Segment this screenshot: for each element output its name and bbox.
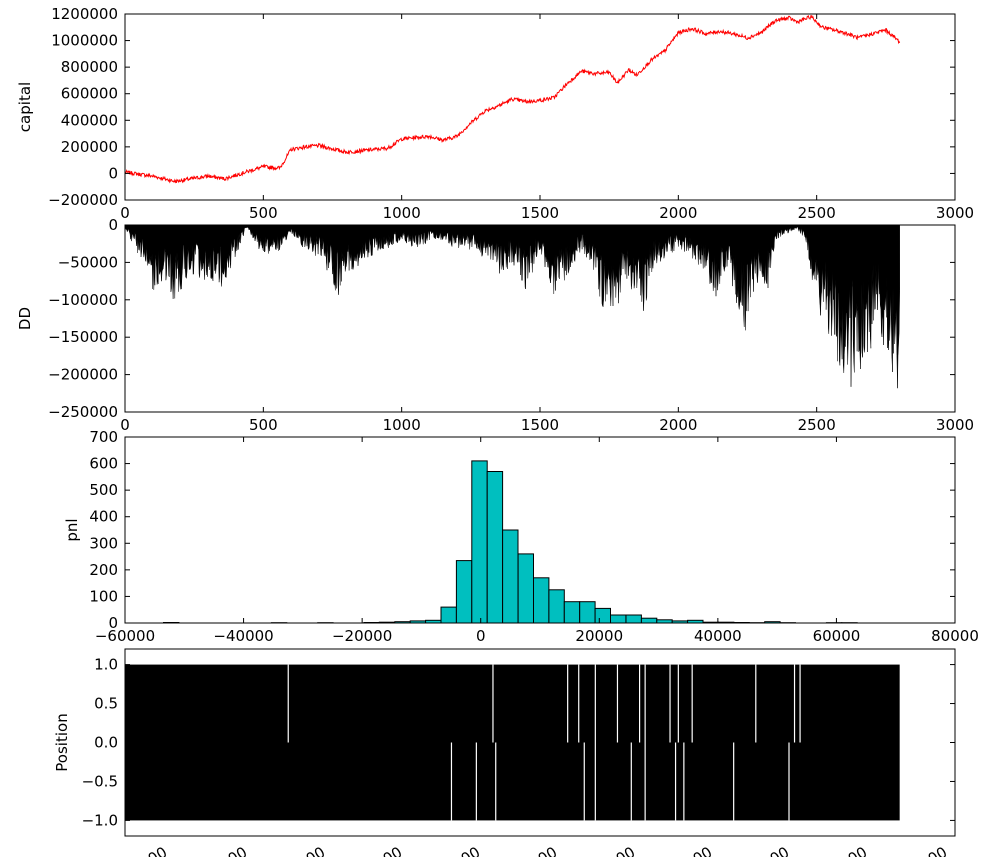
drawdown-xtick-label: 1000 bbox=[383, 416, 421, 434]
pnl-xtick-label: 20000 bbox=[575, 627, 623, 645]
pnl-xtick-label: −60000 bbox=[95, 627, 155, 645]
capital-xtick-label: 3000 bbox=[936, 204, 974, 222]
position-xtick-label: 00 bbox=[225, 843, 251, 857]
position-xtick-label: 00 bbox=[690, 843, 716, 857]
pnl-bar bbox=[455, 560, 473, 624]
pnl-bar bbox=[610, 614, 627, 624]
capital-xtick-label: 1000 bbox=[383, 204, 421, 222]
pnl-ytick-label: 600 bbox=[89, 455, 118, 473]
position-chart: 1.0 0.5 0.0 −0.5 −1.0 00 00 00 00 00 00 00 00 00 00 00 P… bbox=[53, 648, 956, 857]
pnl-ytick-label: 300 bbox=[89, 534, 118, 552]
capital-xtick-label: 500 bbox=[249, 204, 278, 222]
pnl-bar bbox=[440, 606, 457, 624]
drawdown-ytick-label: −150000 bbox=[48, 328, 118, 346]
drawdown-ytick-label: −200000 bbox=[48, 366, 118, 384]
drawdown-ytick-label: 0 bbox=[108, 216, 118, 234]
capital-xtick-label: 2000 bbox=[659, 204, 697, 222]
position-xtick-label: 00 bbox=[380, 843, 406, 857]
pnl-xtick-label: −20000 bbox=[332, 627, 392, 645]
drawdown-xtick-label: 2000 bbox=[659, 416, 697, 434]
pnl-bar bbox=[548, 589, 565, 624]
pnl-bar bbox=[625, 614, 642, 624]
pnl-xtick-label: 0 bbox=[476, 627, 486, 645]
pnl-xtick-label: 80000 bbox=[931, 627, 979, 645]
position-ytick-label: 0.5 bbox=[94, 695, 118, 713]
position-xtick-label: 00 bbox=[613, 843, 639, 857]
position-ytick-label: 0.0 bbox=[94, 734, 118, 752]
pnl-bar bbox=[640, 617, 658, 624]
pnl-bar bbox=[486, 471, 504, 624]
capital-ytick-label: 600000 bbox=[61, 85, 118, 103]
drawdown-xtick-label: 1500 bbox=[521, 416, 559, 434]
pnl-bar bbox=[594, 607, 611, 624]
pnl-bar bbox=[563, 601, 581, 624]
pnl-bar bbox=[471, 460, 488, 624]
drawdown-area bbox=[124, 224, 900, 389]
pnl-xtick-label: 60000 bbox=[813, 627, 861, 645]
capital-ytick-label: 1000000 bbox=[51, 32, 118, 50]
pnl-bar bbox=[502, 529, 519, 624]
drawdown-xtick-label: 3000 bbox=[936, 416, 974, 434]
pnl-ytick-label: 100 bbox=[89, 587, 118, 605]
pnl-bar bbox=[579, 601, 596, 624]
position-ytick-label: 1.0 bbox=[94, 656, 118, 674]
pnl-xtick-label: 40000 bbox=[694, 627, 742, 645]
drawdown-ylabel: DD bbox=[16, 307, 34, 330]
pnl-ytick-label: 500 bbox=[89, 481, 118, 499]
capital-xtick-label: 2500 bbox=[798, 204, 836, 222]
capital-chart: 120000010000008000006000004000002000000−… bbox=[16, 5, 974, 222]
pnl-ytick-label: 700 bbox=[89, 428, 118, 446]
pnl-bar bbox=[533, 577, 550, 624]
position-xtick-label: 00 bbox=[458, 843, 484, 857]
drawdown-xtick-label: 500 bbox=[249, 416, 278, 434]
capital-ytick-label: 400000 bbox=[61, 111, 118, 129]
capital-ylabel: capital bbox=[16, 82, 34, 132]
capital-ytick-label: 800000 bbox=[61, 58, 118, 76]
pnl-ylabel: pnl bbox=[63, 518, 81, 541]
drawdown-xtick-label: 0 bbox=[120, 416, 130, 434]
capital-ytick-label: 200000 bbox=[61, 138, 118, 156]
drawdown-ytick-label: −50000 bbox=[58, 253, 118, 271]
pnl-ytick-label: 0 bbox=[108, 614, 118, 632]
capital-ytick-label: 0 bbox=[108, 164, 118, 182]
position-ytick-label: −0.5 bbox=[82, 772, 118, 790]
capital-xtick-label: 0 bbox=[120, 204, 130, 222]
capital-axes bbox=[124, 13, 956, 201]
capital-ytick-label: 1200000 bbox=[51, 5, 118, 23]
capital-ytick-label: −200000 bbox=[48, 191, 118, 209]
position-xtick-label: 00 bbox=[145, 843, 171, 857]
drawdown-xtick-label: 2500 bbox=[798, 416, 836, 434]
position-xtick-label: 00 bbox=[925, 843, 951, 857]
position-signal bbox=[125, 664, 900, 821]
pnl-axes bbox=[124, 436, 956, 624]
position-xtick-label: 00 bbox=[303, 843, 329, 857]
drawdown-ytick-label: −100000 bbox=[48, 291, 118, 309]
position-xtick-label: 00 bbox=[535, 843, 561, 857]
position-ytick-label: −1.0 bbox=[82, 811, 118, 829]
position-xtick-label: 00 bbox=[845, 843, 871, 857]
pnl-ytick-label: 400 bbox=[89, 508, 118, 526]
pnl-xtick-label: −40000 bbox=[213, 627, 273, 645]
position-ylabel: Position bbox=[53, 713, 71, 771]
pnl-ytick-label: 200 bbox=[89, 561, 118, 579]
drawdown-ytick-label: −250000 bbox=[48, 403, 118, 421]
position-xtick-label: 00 bbox=[767, 843, 793, 857]
capital-line bbox=[124, 14, 901, 184]
capital-xtick-label: 1500 bbox=[521, 204, 559, 222]
pnl-bar bbox=[517, 553, 534, 624]
